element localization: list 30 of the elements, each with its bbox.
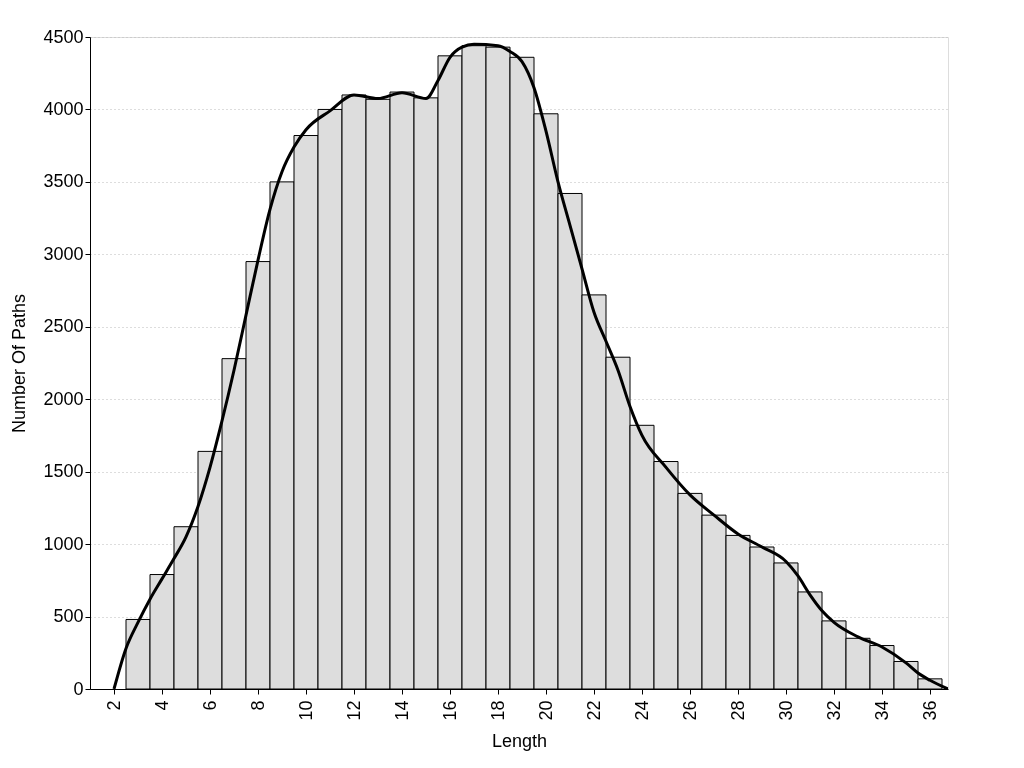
x-tick-label: 12 <box>343 700 364 721</box>
x-axis-title: Length <box>491 730 548 751</box>
x-tick-label: 36 <box>919 700 940 721</box>
y-tick-label: 3000 <box>43 243 84 264</box>
x-tick-label: 18 <box>487 700 508 721</box>
x-tick-label: 2 <box>103 700 124 711</box>
x-tick-label: 22 <box>583 700 604 721</box>
y-tick-label: 0 <box>73 678 84 699</box>
x-tick-label: 24 <box>631 700 652 721</box>
x-tick-label: 8 <box>247 700 268 711</box>
x-tick-label: 10 <box>295 700 316 721</box>
x-tick-label: 32 <box>823 700 844 721</box>
x-tick-label: 34 <box>871 700 892 721</box>
y-tick-label: 2000 <box>43 388 84 409</box>
x-tick-label: 30 <box>775 700 796 721</box>
y-tick-label: 2500 <box>43 316 84 337</box>
x-tick-label: 20 <box>535 700 556 721</box>
x-tick-label: 16 <box>439 700 460 721</box>
x-tick-label: 6 <box>199 700 220 711</box>
y-tick-label: 3500 <box>43 171 84 192</box>
x-tick-label: 4 <box>151 700 172 711</box>
y-tick-label: 500 <box>53 606 84 627</box>
y-tick-label: 1000 <box>43 533 84 554</box>
x-tick-label: 28 <box>727 700 748 721</box>
y-axis-title: Number Of Paths <box>9 293 30 434</box>
x-tick-label: 14 <box>391 700 412 721</box>
y-tick-label: 4500 <box>43 26 84 47</box>
y-tick-label: 1500 <box>43 461 84 482</box>
x-tick-label: 26 <box>679 700 700 721</box>
y-tick-label: 4000 <box>43 98 84 119</box>
